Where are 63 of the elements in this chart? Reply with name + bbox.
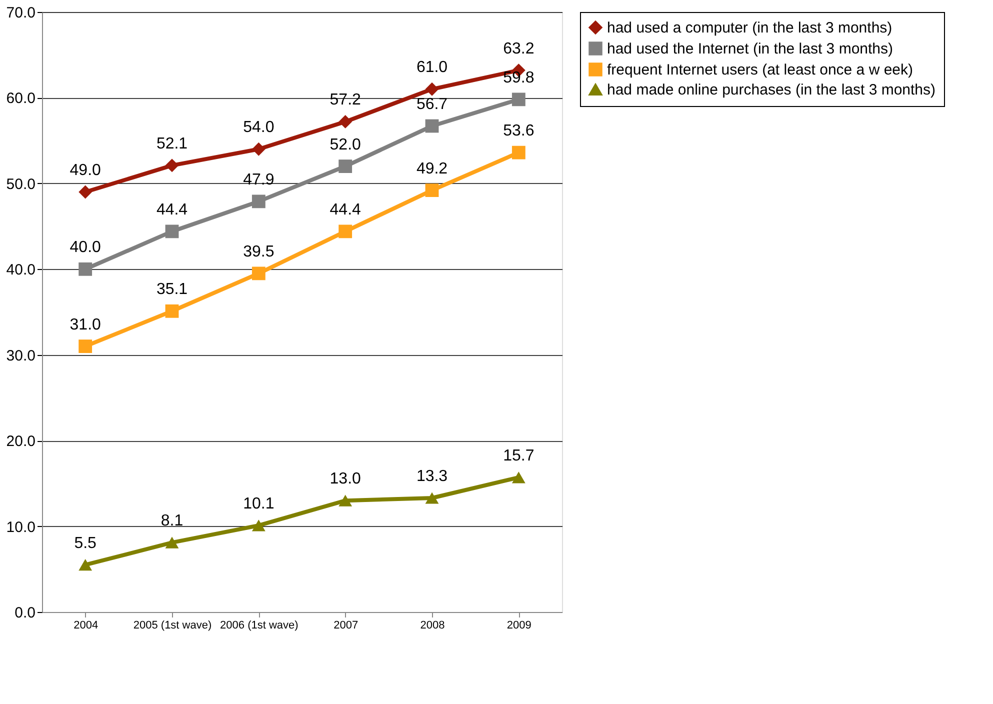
- point: [425, 184, 439, 197]
- point: [252, 194, 266, 208]
- data-label: 49.0: [70, 162, 102, 179]
- data-label: 59.8: [503, 69, 534, 86]
- point: [252, 266, 266, 280]
- y-tick-label: 0.0: [14, 604, 36, 622]
- x-tick-label: 2007: [334, 620, 358, 632]
- data-label: 35.1: [156, 281, 188, 298]
- legend-label: had made online purchases (in the last 3 months): [607, 82, 936, 98]
- point: [165, 158, 179, 172]
- data-label: 31.0: [70, 316, 102, 334]
- point: [78, 185, 92, 199]
- data-label: 61.0: [416, 59, 448, 76]
- data-label: 13.3: [416, 468, 448, 485]
- point: [338, 224, 352, 238]
- y-tick-label: 30.0: [6, 347, 36, 364]
- x-tick-label: 2008: [420, 620, 445, 632]
- data-label: 8.1: [160, 512, 184, 530]
- data-label: 49.2: [416, 160, 448, 178]
- point: [338, 115, 352, 128]
- data-label: 44.4: [156, 201, 188, 218]
- data-label: 52.1: [156, 135, 188, 152]
- data-label: 39.5: [243, 243, 274, 260]
- data-label: 44.4: [330, 201, 362, 218]
- point: [165, 224, 179, 238]
- point: [78, 340, 92, 353]
- y-tick-label: 60.0: [6, 90, 36, 108]
- data-label: 56.7: [416, 96, 448, 113]
- point: [252, 142, 266, 156]
- point: [252, 520, 266, 532]
- point: [425, 119, 439, 133]
- x-tick-label: 2005 (1st wave): [133, 620, 212, 632]
- data-label: 54.0: [243, 119, 274, 136]
- x-tick-label: 2004: [74, 620, 98, 632]
- legend-label: had used a computer (in the last 3 months): [607, 20, 892, 36]
- point: [338, 160, 352, 173]
- y-tick-label: 20.0: [6, 433, 36, 450]
- y-tick-label: 70.0: [6, 4, 36, 22]
- point: [512, 146, 526, 160]
- legend-label: had used the Internet (in the last 3 months): [607, 40, 894, 58]
- y-tick-label: 40.0: [6, 262, 36, 279]
- y-tick-label: 10.0: [6, 518, 36, 536]
- data-label: 52.0: [330, 136, 362, 154]
- point: [78, 559, 92, 571]
- data-label: 15.7: [503, 447, 534, 464]
- point: [425, 492, 439, 504]
- data-label: 5.5: [74, 534, 97, 552]
- y-tick-label: 50.0: [6, 176, 36, 193]
- x-tick-label: 2009: [506, 620, 532, 632]
- data-label: 13.0: [330, 470, 362, 488]
- point: [78, 262, 92, 276]
- point: [512, 92, 526, 106]
- point: [425, 82, 439, 96]
- data-label: 63.2: [503, 40, 534, 58]
- point: [338, 494, 352, 506]
- point: [165, 536, 179, 548]
- point: [512, 472, 526, 484]
- data-label: 10.1: [243, 495, 274, 512]
- point: [165, 304, 179, 318]
- data-label: 40.0: [70, 239, 102, 256]
- legend-label: frequent Internet users (at least once a w eek): [607, 62, 914, 78]
- data-label: 53.6: [503, 122, 534, 140]
- x-tick-label: 2006 (1st wave): [220, 620, 298, 632]
